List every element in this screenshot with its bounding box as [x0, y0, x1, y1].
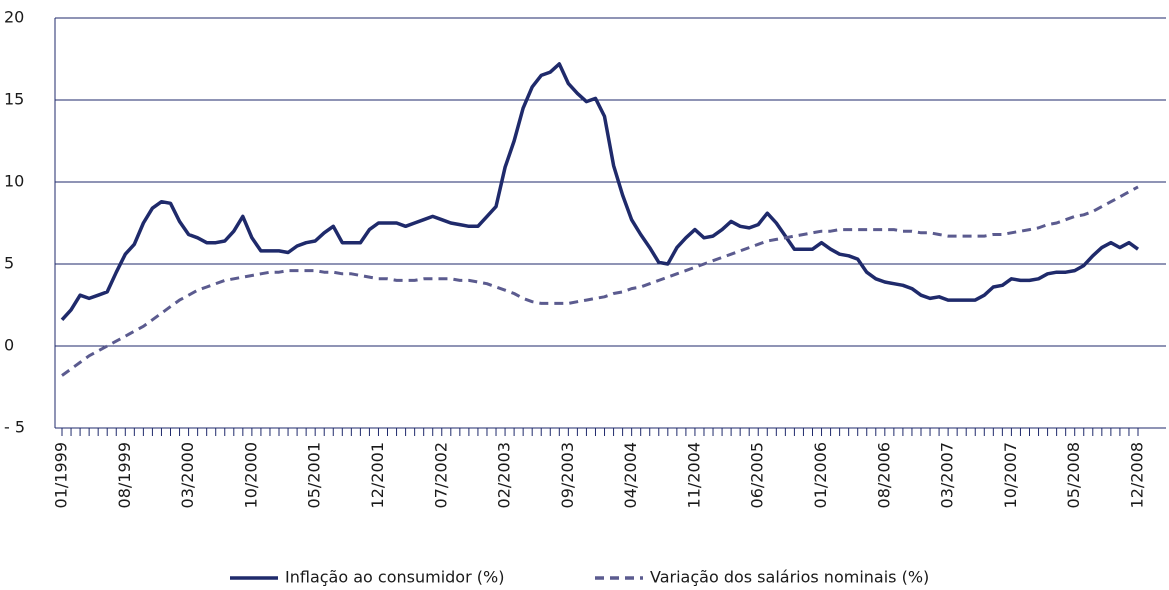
x-tick-label: 02/2003 [495, 442, 514, 508]
x-tick-label: 10/2000 [241, 442, 260, 508]
x-tick-label: 01/1999 [52, 442, 71, 508]
x-tick-label: 10/2007 [1001, 442, 1020, 508]
series-line [61, 185, 1139, 377]
y-tick-label: 5 [4, 254, 14, 273]
x-tick-label: 05/2001 [305, 442, 324, 508]
x-tick-label: 07/2002 [431, 442, 450, 508]
x-tick-label: 04/2004 [621, 442, 640, 508]
x-tick-label: 03/2007 [938, 442, 957, 508]
y-tick-label: 0 [4, 336, 14, 355]
x-tick-label: 08/1999 [115, 442, 134, 508]
legend-label: Inflação ao consumidor (%) [285, 568, 504, 587]
x-tick-label: 12/2001 [368, 442, 387, 508]
x-tick-label: 06/2005 [748, 442, 767, 508]
x-tick-label: 09/2003 [558, 442, 577, 508]
y-tick-label: 10 [4, 172, 24, 191]
legend-label: Variação dos salários nominais (%) [650, 568, 929, 587]
x-tick-label: 01/2006 [811, 442, 830, 508]
y-tick-label: 20 [4, 8, 24, 27]
x-tick-label: 03/2000 [178, 442, 197, 508]
y-tick-label: - 5 [4, 418, 25, 437]
x-tick-label: 12/2008 [1128, 442, 1147, 508]
series-line [60, 62, 1140, 321]
x-tick-label: 11/2004 [684, 442, 703, 508]
x-tick-label: 08/2006 [874, 442, 893, 508]
y-tick-label: 15 [4, 90, 24, 109]
x-tick-label: 05/2008 [1064, 442, 1083, 508]
